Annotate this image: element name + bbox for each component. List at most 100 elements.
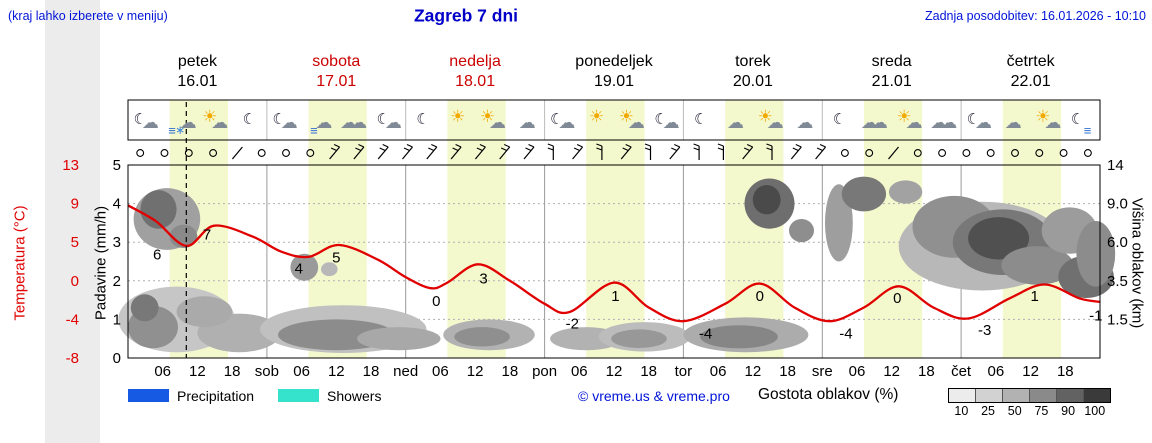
wind-barb-tick — [766, 143, 773, 147]
gradient-segment — [1083, 389, 1110, 402]
precip-tick: 4 — [113, 196, 121, 213]
cloud-blob — [290, 253, 319, 281]
temp-tick: 13 — [62, 157, 79, 174]
moon-icon: ☾ — [243, 111, 256, 128]
gradient-tick-label: 100 — [1084, 404, 1106, 418]
temp-tick: 9 — [71, 196, 79, 213]
sun-icon: ☀ — [450, 107, 465, 126]
day-name: četrtek — [1007, 53, 1056, 70]
temp-tick: -4 — [66, 311, 79, 328]
wind-barb-tick — [406, 143, 413, 148]
cloud-blob — [140, 190, 177, 229]
temperature-line — [128, 204, 1100, 323]
gradient-tick-label: 75 — [1034, 404, 1049, 418]
x-hour-tick: 06 — [849, 363, 866, 380]
cloud-icon: ☁ — [385, 113, 402, 132]
cloud-blob — [888, 180, 923, 204]
cloud-density-legend-label: Gostota oblakov (%) — [758, 386, 899, 403]
day-date: 19.01 — [594, 73, 634, 90]
wind-calm-icon — [1083, 149, 1092, 157]
sun-icon: ☀ — [202, 107, 217, 126]
day-band — [447, 100, 506, 358]
fog-icon: ≡ — [168, 123, 176, 138]
wind-barb-tick — [455, 143, 462, 148]
wind-barb-tick — [693, 147, 700, 151]
wind-barb-tick — [479, 143, 486, 148]
x-hour-tick: 12 — [467, 363, 484, 380]
cloud-icon: ☁ — [663, 113, 680, 132]
day-name: torek — [735, 53, 772, 70]
temperature-point-label: 3 — [479, 271, 487, 288]
cloud-height-tick: 6.0 — [1107, 234, 1128, 251]
cloud-icon: ☁ — [281, 113, 298, 132]
menu-hint: (kraj lahko izberete v meniju) — [8, 9, 168, 23]
wind-barb-tick — [717, 143, 724, 147]
wind-barb-icon — [523, 146, 535, 160]
day-date: 16.01 — [177, 73, 217, 90]
wind-barb-tick — [644, 147, 651, 151]
wind-barb-tick — [795, 143, 802, 148]
wind-barb-tick — [573, 147, 580, 152]
wind-barb-icon — [329, 146, 341, 160]
day-date: 22.01 — [1011, 73, 1051, 90]
cloud-height-tick: 14 — [1107, 157, 1124, 174]
cloud-icon: ☁ — [975, 113, 992, 132]
wind-light-icon — [231, 146, 243, 160]
x-hour-tick: 18 — [363, 363, 380, 380]
cloud-blob — [454, 327, 510, 347]
left-axis-strip — [45, 0, 100, 443]
wind-barb-tick — [525, 147, 532, 152]
wind-barb-tick — [717, 147, 724, 151]
x-day-tick: čet — [951, 363, 972, 380]
wind-calm-icon — [160, 149, 169, 157]
wind-barb-tick — [503, 143, 510, 148]
wind-barb-icon — [450, 146, 462, 160]
cloud-blob — [321, 262, 338, 277]
precip-tick: 3 — [113, 234, 121, 251]
wind-barb-icon — [499, 146, 511, 160]
gradient-tick-label: 10 — [954, 404, 969, 418]
x-hour-tick: 12 — [1022, 363, 1039, 380]
sun-icon: ☀ — [758, 107, 773, 126]
wind-barb-tick — [792, 147, 799, 152]
wind-barb-tick — [671, 147, 678, 152]
precipitation-axis-label: Padavine (mm/h) — [92, 205, 110, 321]
temperature-point-label: 5 — [332, 250, 340, 267]
day-band — [725, 100, 784, 358]
moon-icon: ☾ — [1071, 111, 1084, 128]
x-hour-tick: 06 — [293, 363, 310, 380]
precip-tick: 1 — [113, 311, 121, 328]
temperature-point-label: 0 — [756, 288, 764, 305]
last-update: Zadnja posodobitev: 16.01.2026 - 10:10 — [924, 9, 1146, 23]
wind-barb-icon — [742, 146, 754, 160]
cloud-icon: ☁ — [340, 113, 357, 132]
wind-calm-icon — [1011, 149, 1019, 157]
wind-barb-icon — [353, 146, 365, 160]
cloud-blob — [611, 329, 667, 349]
wind-barb-tick — [431, 143, 438, 148]
wind-barb-tick — [596, 147, 603, 151]
cloud-height-tick: 3.5 — [1107, 273, 1128, 290]
wind-calm-icon — [1059, 149, 1068, 157]
credit-link[interactable]: © vreme.us & vreme.pro — [578, 388, 730, 404]
wind-barb-icon — [377, 146, 389, 160]
wind-calm-icon — [913, 149, 922, 157]
wind-light-icon — [888, 146, 899, 160]
temperature-point-label: -3 — [978, 322, 991, 339]
wind-barb-tick — [333, 143, 340, 148]
wind-barb-tick — [576, 143, 583, 148]
x-hour-tick: 18 — [918, 363, 935, 380]
moon-icon: ☾ — [694, 111, 707, 128]
sun-icon: ☀ — [589, 107, 604, 126]
gradient-tick-label: 90 — [1061, 404, 1076, 418]
wind-calm-icon — [1035, 149, 1044, 157]
snow-icon: ∗ — [175, 123, 185, 137]
x-hour-tick: 18 — [1057, 363, 1074, 380]
cloud-blob — [841, 176, 887, 212]
wind-calm-icon — [986, 149, 995, 157]
wind-calm-icon — [184, 149, 193, 157]
precip-tick: 0 — [113, 350, 121, 367]
moon-icon: ☾ — [134, 111, 147, 128]
